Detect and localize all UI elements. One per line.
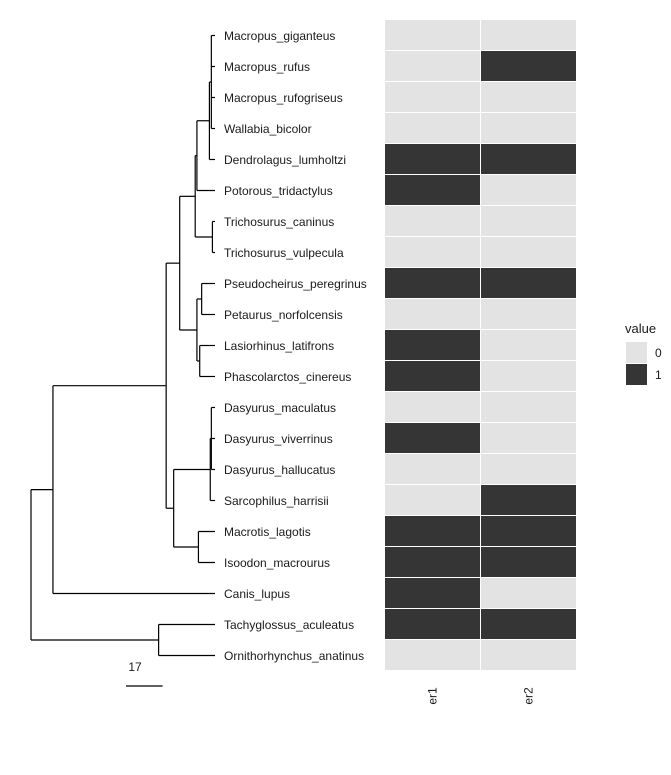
column-label-er2: er2 <box>522 687 536 705</box>
heatmap-cell-phascolarctos-cinereus-er1 <box>385 361 480 391</box>
heatmap-cell-dasyurus-viverrinus-er1 <box>385 423 480 453</box>
heatmap-cell-dendrolagus-lumholtzi-er2 <box>481 144 576 174</box>
legend-key-0 <box>626 342 647 363</box>
legend-key-1 <box>626 364 647 385</box>
tip-labels: Macropus_giganteus Macropus_rufus Macropus… <box>224 29 367 663</box>
tip-label-petaurus-norfolcensis: Petaurus_norfolcensis <box>224 308 343 322</box>
tip-label-ornithorhynchus-anatinus: Ornithorhynchus_anatinus <box>224 649 364 663</box>
heatmap-cell-tachyglossus-aculeatus-er1 <box>385 609 480 639</box>
tip-label-phascolarctos-cinereus: Phascolarctos_cinereus <box>224 370 351 384</box>
heatmap-cell-macropus-giganteus-er1 <box>385 20 480 50</box>
scale-bar: 17 <box>126 660 163 687</box>
legend: value 0 1 <box>625 321 662 385</box>
tip-label-potorous-tridactylus: Potorous_tridactylus <box>224 184 333 198</box>
heatmap-cell-phascolarctos-cinereus-er2 <box>481 361 576 391</box>
tip-label-macropus-rufogriseus: Macropus_rufogriseus <box>224 91 343 105</box>
heatmap-cell-trichosurus-caninus-er2 <box>481 206 576 236</box>
heatmap-cell-dasyurus-hallucatus-er2 <box>481 454 576 484</box>
tip-label-dendrolagus-lumholtzi: Dendrolagus_lumholtzi <box>224 153 346 167</box>
heatmap-cell-dasyurus-viverrinus-er2 <box>481 423 576 453</box>
tip-label-trichosurus-vulpecula: Trichosurus_vulpecula <box>224 246 344 260</box>
heatmap-cell-lasiorhinus-latifrons-er1 <box>385 330 480 360</box>
phylogenetic-tree <box>30 34 215 657</box>
tip-label-wallabia-bicolor: Wallabia_bicolor <box>224 122 312 136</box>
heatmap-cell-petaurus-norfolcensis-er2 <box>481 299 576 329</box>
heatmap-cell-macropus-giganteus-er2 <box>481 20 576 50</box>
heatmap-cell-isoodon-macrourus-er1 <box>385 547 480 577</box>
heatmap-cell-dasyurus-maculatus-er2 <box>481 392 576 422</box>
legend-title: value <box>625 321 656 336</box>
heatmap-cell-sarcophilus-harrisii-er1 <box>385 485 480 515</box>
heatmap-cell-potorous-tridactylus-er2 <box>481 175 576 205</box>
tip-label-trichosurus-caninus: Trichosurus_caninus <box>224 215 334 229</box>
heatmap-x-axis: er1 er2 <box>426 687 536 705</box>
heatmap <box>385 20 576 670</box>
heatmap-cell-dendrolagus-lumholtzi-er1 <box>385 144 480 174</box>
heatmap-cell-petaurus-norfolcensis-er1 <box>385 299 480 329</box>
heatmap-cell-isoodon-macrourus-er2 <box>481 547 576 577</box>
heatmap-cell-wallabia-bicolor-er2 <box>481 113 576 143</box>
heatmap-cell-trichosurus-vulpecula-er1 <box>385 237 480 267</box>
tip-label-pseudocheirus-peregrinus: Pseudocheirus_peregrinus <box>224 277 367 291</box>
tip-label-dasyurus-viverrinus: Dasyurus_viverrinus <box>224 432 333 446</box>
tip-label-macrotis-lagotis: Macrotis_lagotis <box>224 525 311 539</box>
heatmap-cell-macropus-rufus-er2 <box>481 51 576 81</box>
heatmap-cell-trichosurus-caninus-er1 <box>385 206 480 236</box>
heatmap-cell-macropus-rufus-er1 <box>385 51 480 81</box>
scale-bar-label: 17 <box>128 660 142 674</box>
tip-label-isoodon-macrourus: Isoodon_macrourus <box>224 556 330 570</box>
tip-label-sarcophilus-harrisii: Sarcophilus_harrisii <box>224 494 329 508</box>
heatmap-cell-potorous-tridactylus-er1 <box>385 175 480 205</box>
heatmap-cell-lasiorhinus-latifrons-er2 <box>481 330 576 360</box>
heatmap-cell-dasyurus-maculatus-er1 <box>385 392 480 422</box>
heatmap-cell-pseudocheirus-peregrinus-er2 <box>481 268 576 298</box>
heatmap-cell-wallabia-bicolor-er1 <box>385 113 480 143</box>
tip-label-lasiorhinus-latifrons: Lasiorhinus_latifrons <box>224 339 334 353</box>
heatmap-cell-pseudocheirus-peregrinus-er1 <box>385 268 480 298</box>
heatmap-cell-ornithorhynchus-anatinus-er2 <box>481 640 576 670</box>
tip-label-macropus-rufus: Macropus_rufus <box>224 60 310 74</box>
heatmap-cell-sarcophilus-harrisii-er2 <box>481 485 576 515</box>
heatmap-cell-canis-lupus-er2 <box>481 578 576 608</box>
tip-label-macropus-giganteus: Macropus_giganteus <box>224 29 335 43</box>
tip-label-tachyglossus-aculeatus: Tachyglossus_aculeatus <box>224 618 354 632</box>
heatmap-cell-macrotis-lagotis-er1 <box>385 516 480 546</box>
heatmap-cell-trichosurus-vulpecula-er2 <box>481 237 576 267</box>
heatmap-cell-tachyglossus-aculeatus-er2 <box>481 609 576 639</box>
heatmap-cell-macrotis-lagotis-er2 <box>481 516 576 546</box>
legend-label-1: 1 <box>655 368 662 382</box>
heatmap-cell-macropus-rufogriseus-er1 <box>385 82 480 112</box>
heatmap-cell-macropus-rufogriseus-er2 <box>481 82 576 112</box>
tip-label-canis-lupus: Canis_lupus <box>224 587 290 601</box>
legend-label-0: 0 <box>655 346 662 360</box>
tip-label-dasyurus-hallucatus: Dasyurus_hallucatus <box>224 463 335 477</box>
tip-label-dasyurus-maculatus: Dasyurus_maculatus <box>224 401 336 415</box>
heatmap-cell-dasyurus-hallucatus-er1 <box>385 454 480 484</box>
heatmap-cell-ornithorhynchus-anatinus-er1 <box>385 640 480 670</box>
heatmap-cell-canis-lupus-er1 <box>385 578 480 608</box>
column-label-er1: er1 <box>426 687 440 705</box>
